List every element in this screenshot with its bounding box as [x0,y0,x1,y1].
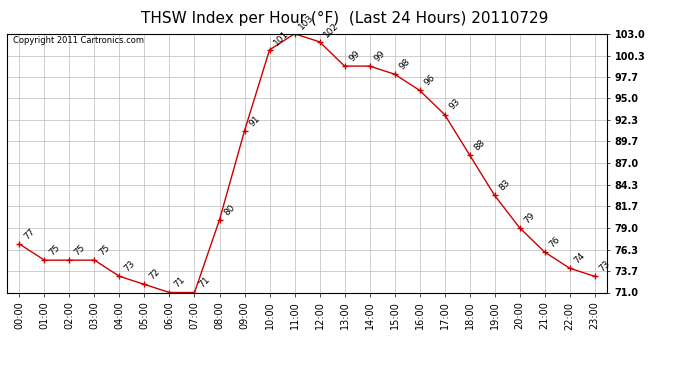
Text: 98: 98 [397,57,412,71]
Text: 77: 77 [22,227,37,241]
Text: 96: 96 [422,73,437,88]
Text: 73: 73 [598,259,612,273]
Text: THSW Index per Hour (°F)  (Last 24 Hours) 20110729: THSW Index per Hour (°F) (Last 24 Hours)… [141,11,549,26]
Text: 74: 74 [573,251,587,266]
Text: 101: 101 [273,28,291,47]
Text: 99: 99 [373,49,387,63]
Text: 102: 102 [322,21,341,39]
Text: 72: 72 [147,267,161,282]
Text: 91: 91 [247,114,262,128]
Text: 71: 71 [172,275,187,290]
Text: 76: 76 [547,235,562,249]
Text: 80: 80 [222,202,237,217]
Text: 75: 75 [72,243,87,257]
Text: 93: 93 [447,98,462,112]
Text: 99: 99 [347,49,362,63]
Text: 71: 71 [197,275,212,290]
Text: 103: 103 [297,12,316,31]
Text: 88: 88 [473,138,487,152]
Text: 73: 73 [122,259,137,273]
Text: Copyright 2011 Cartronics.com: Copyright 2011 Cartronics.com [13,36,144,45]
Text: 75: 75 [97,243,112,257]
Text: 79: 79 [522,210,537,225]
Text: 83: 83 [497,178,512,193]
Text: 75: 75 [47,243,61,257]
